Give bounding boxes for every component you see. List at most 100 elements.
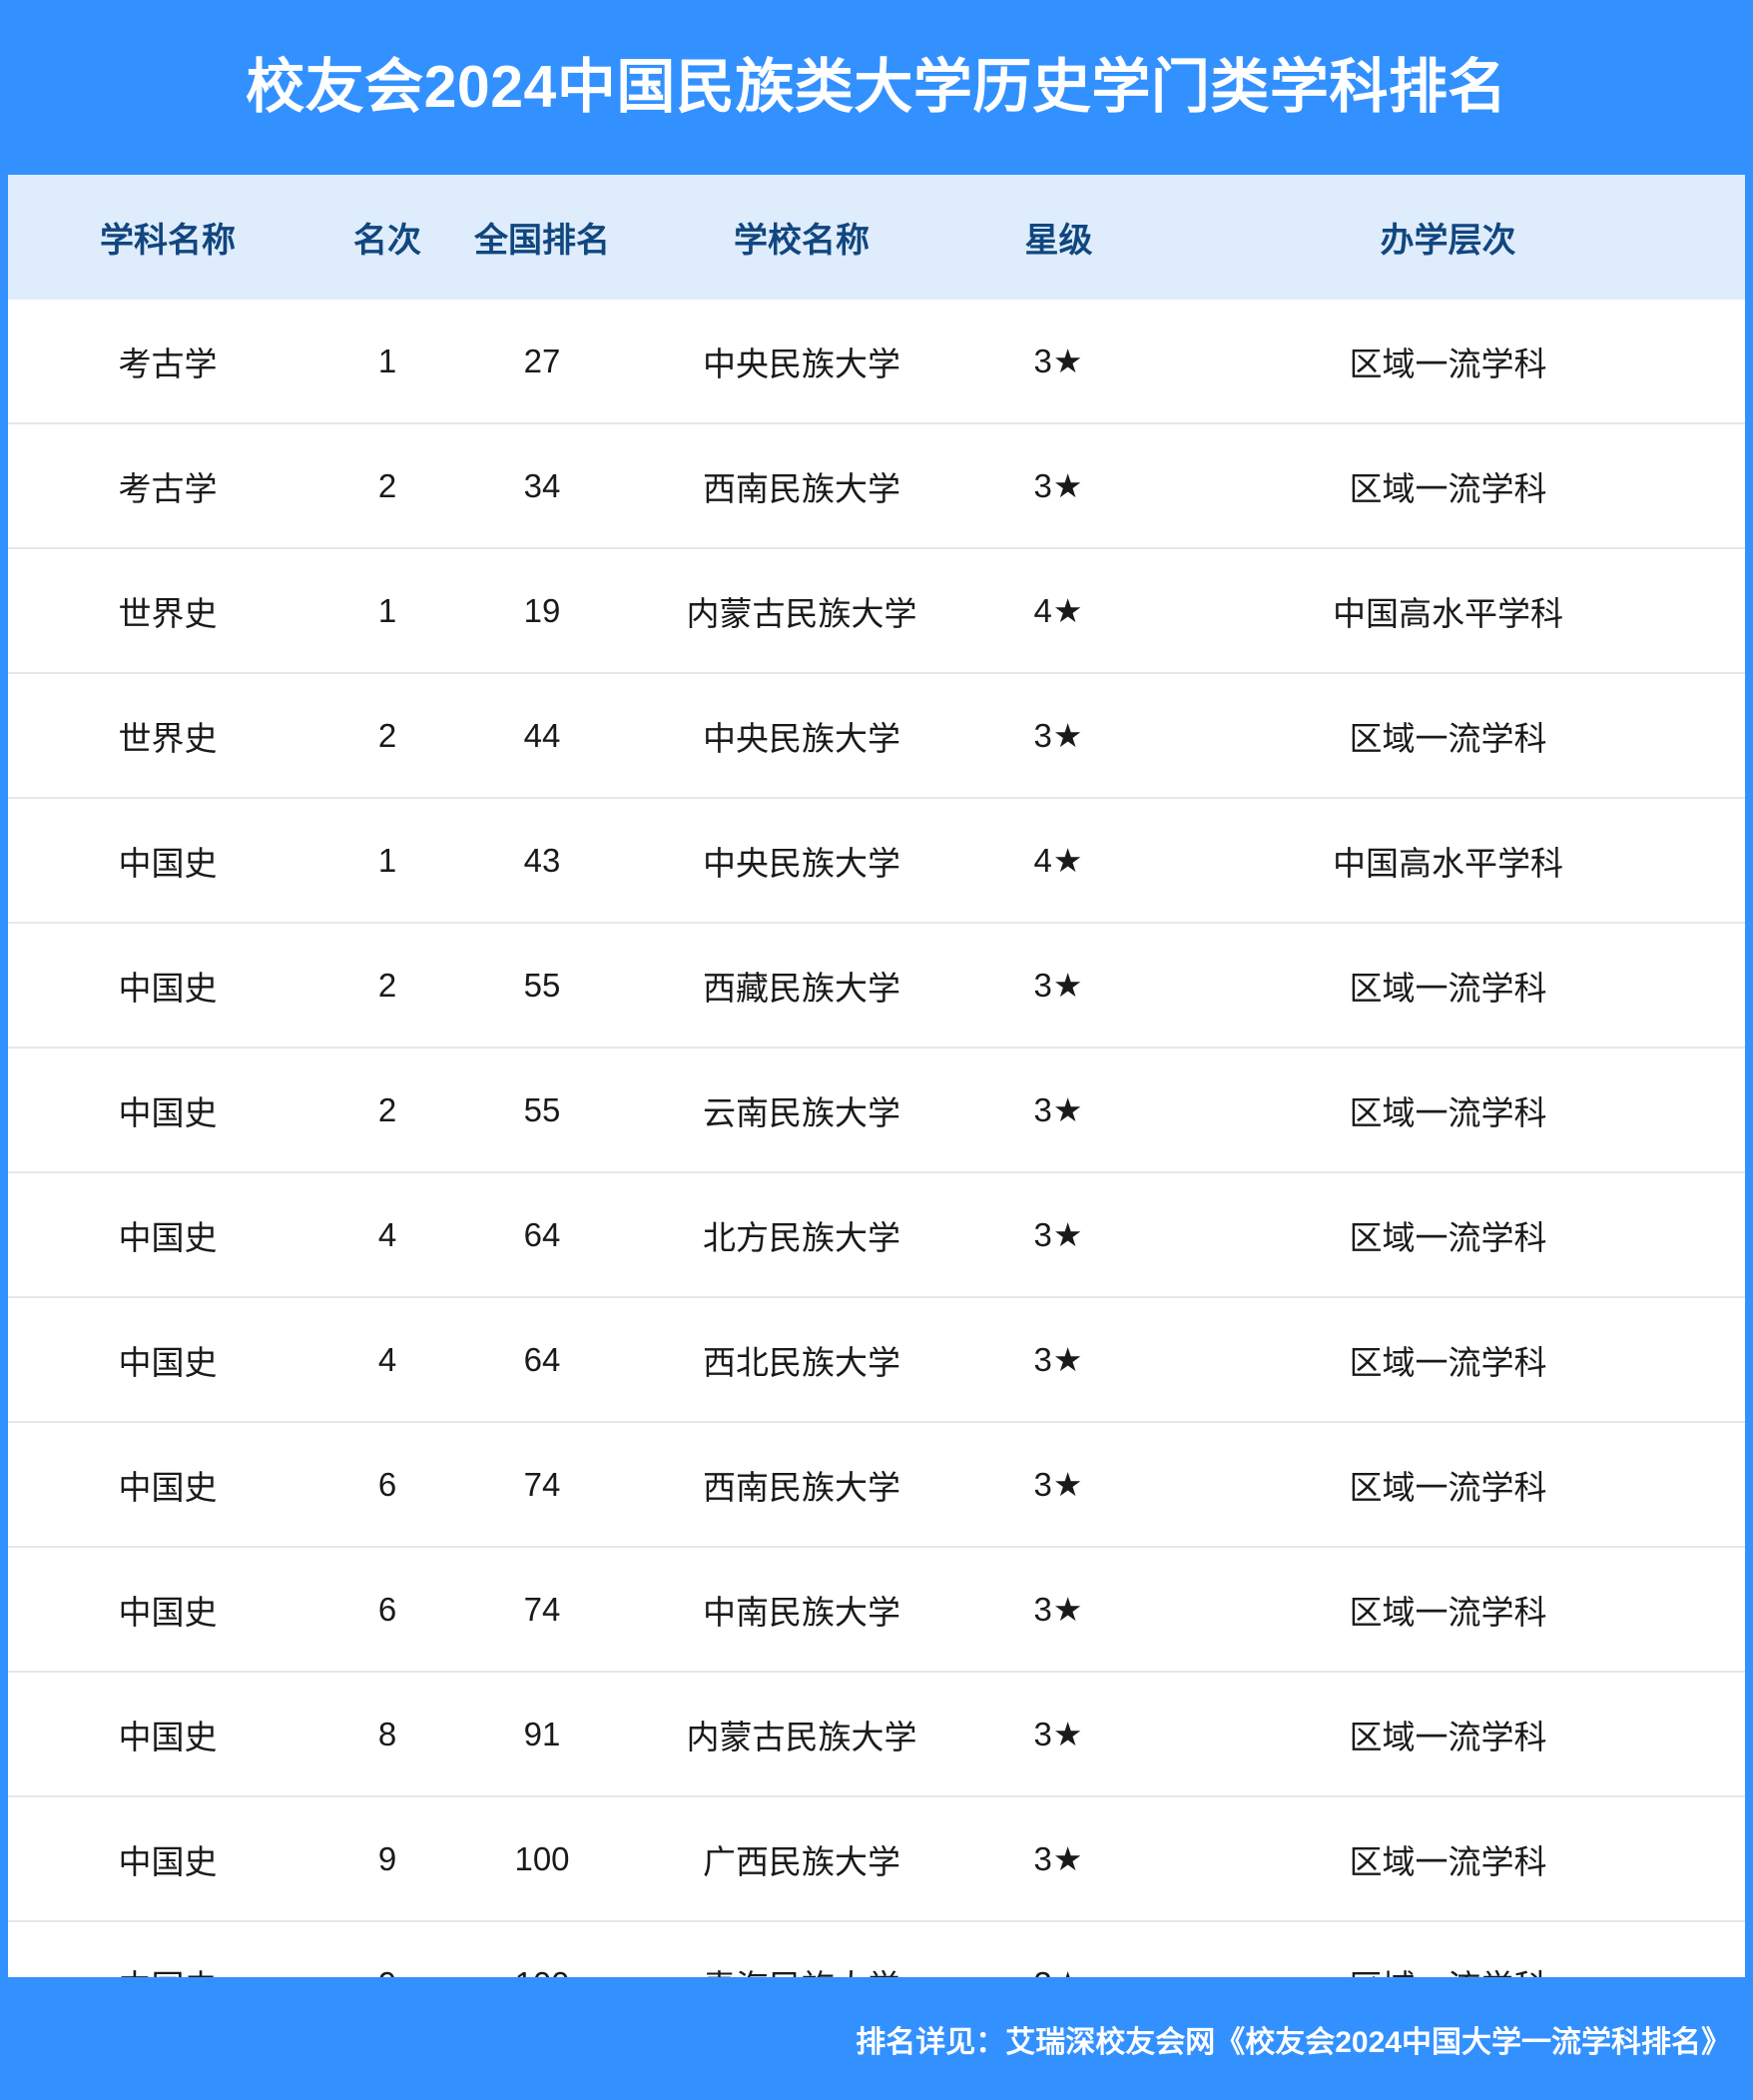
cell-rank: 2 [327,922,447,1048]
table-row: 考古学 2 34 西南民族大学 3★ 区域一流学科 [8,422,1745,548]
column-header-school: 学校名称 [637,175,966,300]
cell-star: 3★ [966,1296,1151,1422]
table-row: 世界史 1 19 内蒙古民族大学 4★ 中国高水平学科 [8,547,1745,673]
table-body: 考古学 1 27 中央民族大学 3★ 区域一流学科 考古学 2 34 西南民族大学 3★ 区域一流学科… [8,300,1745,2045]
cell-school: 西北民族大学 [637,1296,966,1422]
footer-note: 排名详见：艾瑞深校友会网《校友会2024中国大学一流学科排名》 [856,2025,1731,2059]
cell-level: 区域一流学科 [1151,1296,1745,1422]
cell-national: 64 [447,1171,637,1297]
table-row: 中国史 9 100 广西民族大学 3★ 区域一流学科 [8,1795,1745,1921]
table-row: 中国史 6 74 中南民族大学 3★ 区域一流学科 [8,1546,1745,1672]
cell-school: 内蒙古民族大学 [637,1671,966,1796]
cell-rank: 4 [327,1296,447,1422]
cell-level: 区域一流学科 [1151,1047,1745,1172]
cell-rank: 8 [327,1671,447,1796]
cell-star: 3★ [966,1421,1151,1547]
cell-rank: 2 [327,422,447,548]
cell-national: 74 [447,1421,637,1547]
cell-level: 区域一流学科 [1151,1546,1745,1672]
cell-subject: 中国史 [8,1546,327,1672]
cell-school: 西藏民族大学 [637,922,966,1048]
cell-level: 区域一流学科 [1151,1421,1745,1547]
cell-star: 4★ [966,547,1151,673]
cell-school: 西南民族大学 [637,422,966,548]
cell-star: 3★ [1033,343,1084,379]
ranking-table: 学科名称 名次 全国排名 学校名称 星级 办学层次 考古学 1 27 中央民族大学 3★… [8,175,1745,2045]
cell-subject: 中国史 [8,1296,327,1422]
cell-national: 55 [447,1047,637,1172]
cell-level: 区域一流学科 [1151,422,1745,548]
table-row: 世界史 2 44 中央民族大学 3★ 区域一流学科 [8,672,1745,798]
cell-rank: 6 [327,1421,447,1547]
cell-national: 55 [447,922,637,1048]
cell-level: 区域一流学科 [1151,672,1745,798]
cell-subject: 中国史 [8,1047,327,1172]
cell-national: 19 [447,547,637,673]
table-row: 中国史 2 55 云南民族大学 3★ 区域一流学科 [8,1047,1745,1172]
cell-subject: 考古学 [118,345,218,382]
cell-rank: 1 [327,797,447,923]
cell-subject: 中国史 [8,1171,327,1297]
cell-school: 内蒙古民族大学 [637,547,966,673]
cell-rank: 2 [327,1047,447,1172]
cell-national: 100 [447,1795,637,1921]
table-row: 考古学 1 27 中央民族大学 3★ 区域一流学科 [8,300,1745,423]
table-row: 中国史 6 74 西南民族大学 3★ 区域一流学科 [8,1421,1745,1547]
cell-rank: 4 [327,1171,447,1297]
cell-national: 91 [447,1671,637,1796]
table-row: 中国史 4 64 北方民族大学 3★ 区域一流学科 [8,1171,1745,1297]
table-header-row: 学科名称 名次 全国排名 学校名称 星级 办学层次 [8,175,1745,300]
table-row: 中国史 1 43 中央民族大学 4★ 中国高水平学科 [8,797,1745,923]
cell-subject: 中国史 [8,797,327,923]
table-header: 学科名称 名次 全国排名 学校名称 星级 办学层次 [8,175,1745,300]
cell-school: 中南民族大学 [637,1546,966,1672]
cell-rank: 9 [327,1795,447,1921]
page-title: 校友会2024中国民族类大学历史学门类学科排名 [246,54,1507,121]
cell-subject: 中国史 [8,1421,327,1547]
column-header-national: 全国排名 [447,175,637,300]
cell-rank: 1 [327,547,447,673]
cell-star: 4★ [966,797,1151,923]
cell-subject: 中国史 [8,922,327,1048]
cell-school: 中央民族大学 [637,797,966,923]
cell-level: 中国高水平学科 [1151,797,1745,923]
cell-school: 中央民族大学 [703,345,900,382]
cell-star: 3★ [966,422,1151,548]
cell-subject: 考古学 [8,422,327,548]
cell-level: 区域一流学科 [1151,1671,1745,1796]
ranking-table-container: 学科名称 名次 全国排名 学校名称 星级 办学层次 考古学 1 27 中央民族大学 3★… [8,175,1745,2045]
cell-school: 西南民族大学 [637,1421,966,1547]
cell-rank: 2 [327,672,447,798]
cell-school: 中央民族大学 [637,672,966,798]
cell-star: 3★ [966,1671,1151,1796]
cell-national: 44 [447,672,637,798]
cell-level: 区域一流学科 [1151,1795,1745,1921]
column-header-rank: 名次 [327,175,447,300]
cell-subject: 世界史 [8,547,327,673]
cell-star: 3★ [966,1047,1151,1172]
cell-national: 64 [447,1296,637,1422]
cell-national: 74 [447,1546,637,1672]
cell-star: 3★ [966,1795,1151,1921]
cell-rank: 6 [327,1546,447,1672]
cell-level: 区域一流学科 [1349,345,1547,382]
cell-subject: 中国史 [8,1795,327,1921]
cell-school: 广西民族大学 [637,1795,966,1921]
cell-star: 3★ [966,922,1151,1048]
table-row: 中国史 8 91 内蒙古民族大学 3★ 区域一流学科 [8,1671,1745,1796]
cell-level: 中国高水平学科 [1151,547,1745,673]
column-header-subject: 学科名称 [8,175,327,300]
footer-banner: 排名详见：艾瑞深校友会网《校友会2024中国大学一流学科排名》 [0,1977,1753,2100]
cell-national: 34 [447,422,637,548]
cell-subject: 中国史 [8,1671,327,1796]
title-banner: 校友会2024中国民族类大学历史学门类学科排名 [0,0,1753,175]
cell-star: 3★ [966,1546,1151,1672]
column-header-level: 办学层次 [1151,175,1745,300]
cell-level: 区域一流学科 [1151,1171,1745,1297]
cell-level: 区域一流学科 [1151,922,1745,1048]
table-row: 中国史 2 55 西藏民族大学 3★ 区域一流学科 [8,922,1745,1048]
cell-school: 北方民族大学 [637,1171,966,1297]
cell-national: 43 [447,797,637,923]
cell-star: 3★ [966,1171,1151,1297]
